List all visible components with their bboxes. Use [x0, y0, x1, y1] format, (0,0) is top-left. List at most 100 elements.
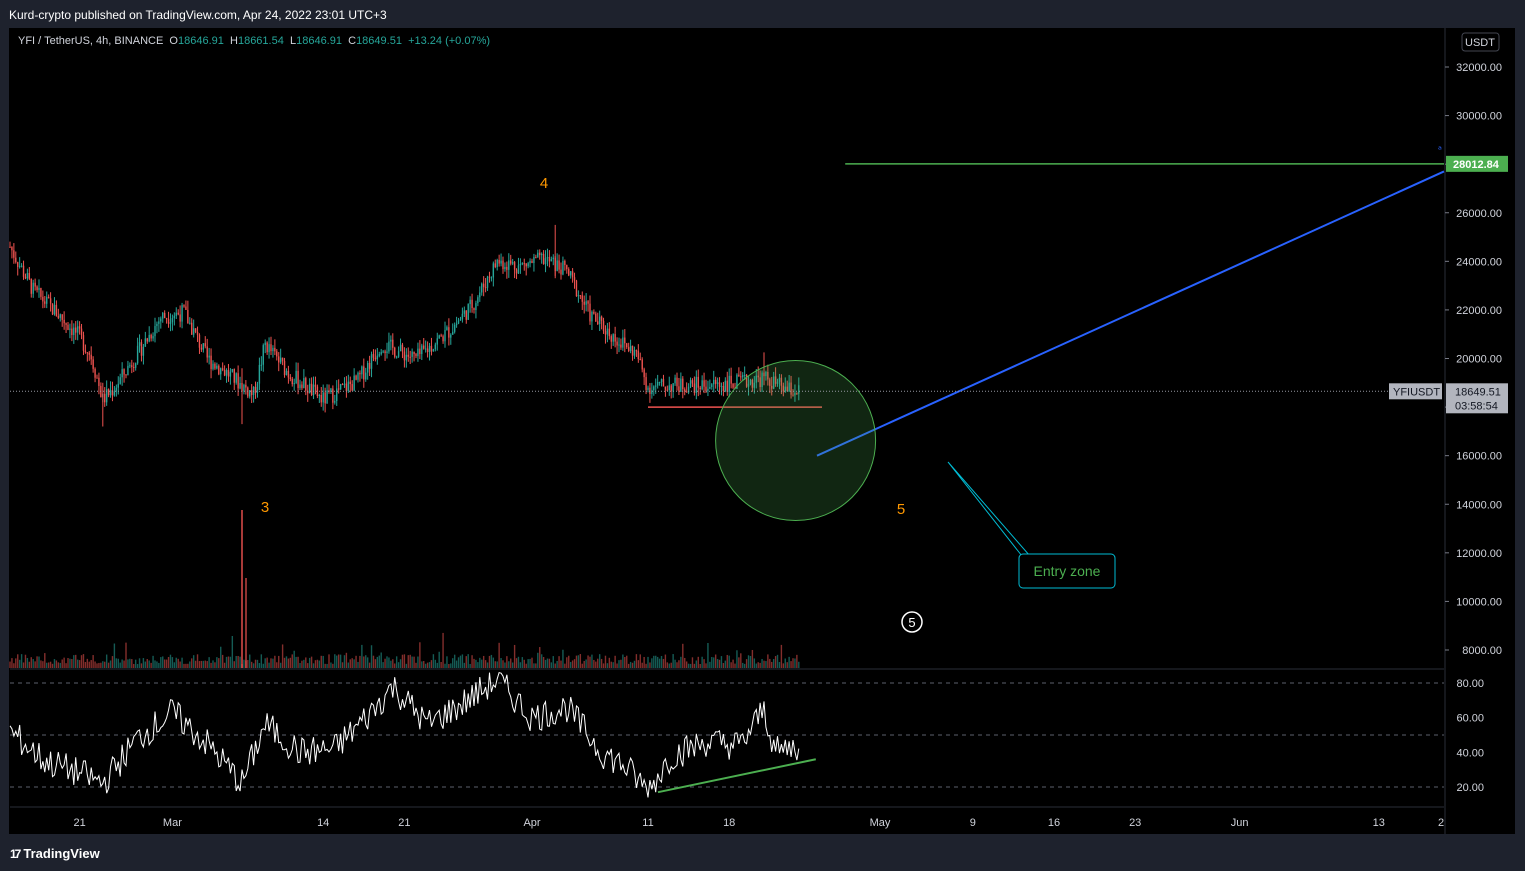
candle [42, 296, 44, 302]
candle [660, 379, 663, 382]
rsi-scale[interactable]: 80.00 60.00 40.00 20.00 [1456, 678, 1484, 794]
volume-bar [477, 662, 479, 668]
candle [129, 365, 131, 367]
volume-bar [682, 643, 684, 668]
time-scale-label: 9 [970, 817, 976, 829]
time-scale-label: 14 [317, 817, 329, 829]
candle [59, 314, 61, 318]
candle [573, 277, 576, 281]
candle [399, 344, 402, 352]
candle [210, 355, 212, 370]
projection-line[interactable] [816, 170, 1445, 457]
volume-bar [11, 658, 13, 668]
volume-bar [376, 656, 379, 668]
tradingview-logo[interactable]: 17 TradingView [10, 846, 100, 861]
volume-bar [707, 643, 709, 668]
volume-bar [399, 659, 402, 668]
volume-bar [105, 654, 108, 668]
candle [150, 334, 152, 339]
candle [411, 351, 413, 357]
volume-bar [18, 659, 21, 668]
candle [755, 375, 757, 383]
candle [123, 369, 125, 375]
candle [316, 386, 319, 397]
candle [749, 379, 752, 384]
candle [140, 342, 143, 356]
volume-bar [119, 662, 121, 668]
candle [583, 301, 585, 305]
candle [216, 365, 218, 369]
candle [403, 351, 406, 361]
candle [67, 324, 69, 330]
volume-bar [158, 662, 160, 668]
volume-bar [78, 660, 81, 668]
candle [63, 319, 65, 324]
volume-bar [457, 657, 460, 668]
volume-bar [527, 659, 529, 668]
volume-bar [212, 660, 214, 668]
candle [548, 257, 551, 262]
volume-bar [689, 663, 692, 668]
volume-bar [757, 662, 759, 668]
volume-bar [415, 662, 417, 668]
entry-zone-circle[interactable] [715, 360, 877, 522]
candle [49, 298, 52, 304]
candle [784, 386, 786, 392]
low-label: L [289, 35, 297, 47]
currency-badge[interactable] [1461, 32, 1500, 52]
time-scale[interactable]: 21 Mar 14 21 Apr 11 18 May 9 16 23 Jun 13 2 [73, 817, 1444, 829]
candle [237, 373, 239, 389]
high-value: 18661.54 [237, 35, 284, 47]
candle [303, 378, 305, 389]
candle [378, 354, 380, 356]
volume-bar [461, 654, 464, 668]
candle [633, 350, 636, 356]
volume-bar [595, 661, 597, 668]
volume-bar [484, 660, 487, 668]
candle [463, 310, 466, 314]
volume-bar [171, 657, 174, 668]
rsi-divergence-line[interactable] [657, 758, 817, 794]
candle [537, 252, 539, 258]
candle [144, 338, 147, 347]
volume-bar [303, 659, 305, 668]
candle [417, 348, 419, 357]
candle [682, 378, 684, 390]
volume-bar [295, 656, 297, 668]
high-label: H [230, 35, 238, 47]
candle [560, 269, 562, 275]
candle [705, 386, 707, 392]
candle [254, 386, 257, 393]
symbol-title[interactable]: YFI / TetherUS, 4h, BINANCE [18, 35, 164, 47]
volume-bar [51, 663, 54, 668]
volume-bar [96, 663, 98, 668]
volume-bar [160, 657, 162, 668]
candle [127, 365, 129, 376]
candle [622, 337, 624, 348]
candle [204, 343, 206, 347]
volume-bar [651, 658, 653, 668]
volume-bar [225, 656, 228, 668]
candle [769, 379, 771, 386]
volume-bar [481, 659, 483, 668]
candle [699, 387, 701, 390]
volume-bar [670, 662, 672, 668]
candle [337, 388, 340, 390]
candle [448, 327, 450, 338]
candle [347, 381, 350, 391]
volume-bar [664, 654, 667, 668]
candle [569, 271, 572, 276]
volume-bar [332, 663, 334, 668]
volume-bar [63, 657, 65, 668]
candle [738, 374, 740, 377]
candle [771, 385, 773, 389]
volume-bar [792, 658, 794, 668]
candle [86, 352, 89, 354]
callout-box[interactable] [1018, 553, 1116, 589]
candle [556, 260, 558, 271]
volume-bar [179, 661, 181, 668]
volume-bar [780, 644, 783, 668]
candle [627, 347, 630, 351]
candle [208, 355, 210, 358]
